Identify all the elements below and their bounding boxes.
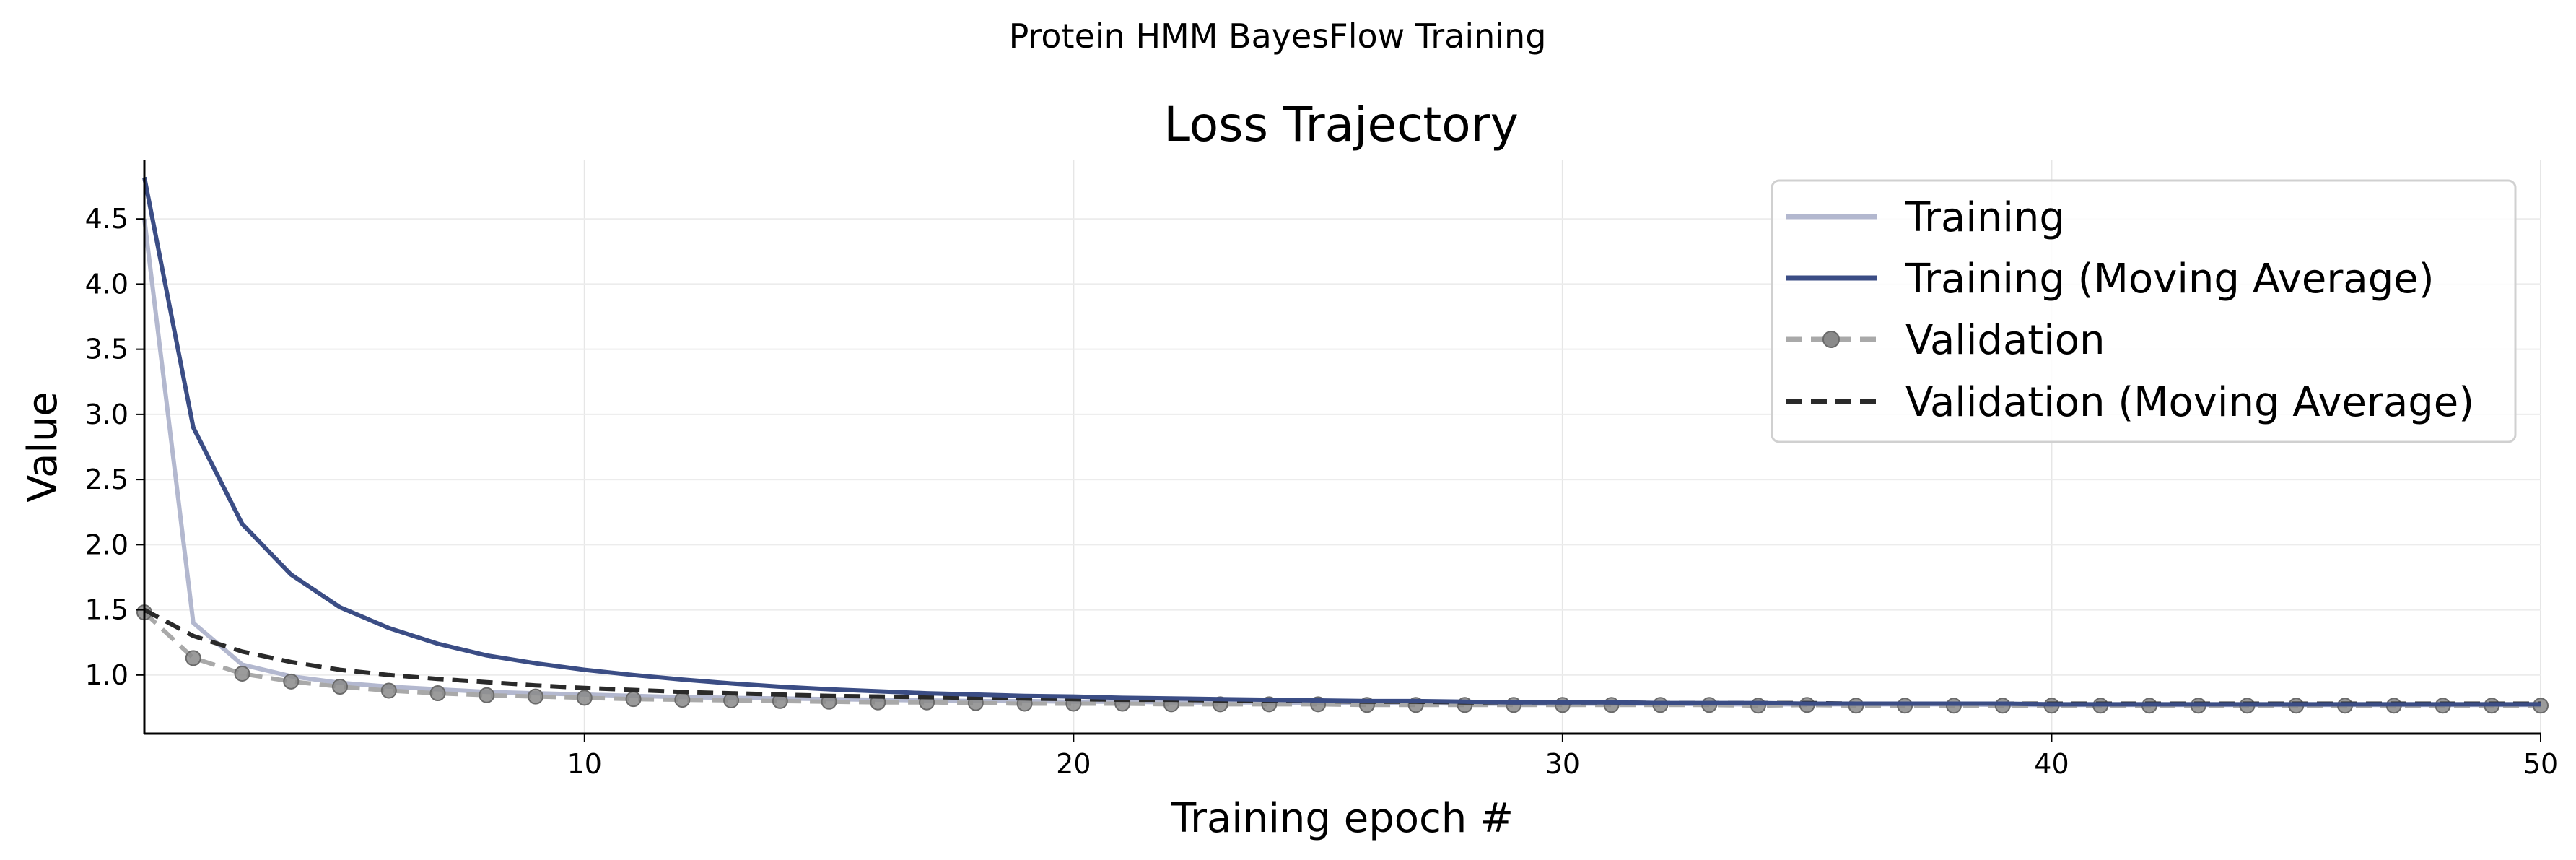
- y-tick-label-5: 3.5: [85, 334, 128, 365]
- x-tick-label-2: 30: [1545, 748, 1580, 780]
- legend-box: [1771, 179, 2517, 443]
- validation-point-10: [625, 691, 642, 708]
- validation-point-4: [332, 679, 349, 695]
- x-tick-label-0: 10: [567, 748, 602, 780]
- validation-point-5: [380, 682, 397, 699]
- y-tick-label-3: 2.5: [85, 464, 128, 495]
- figure-suptitle: Protein HMM BayesFlow Training: [1009, 17, 1547, 56]
- y-tick-label-7: 4.5: [85, 203, 128, 235]
- legend-label-0: Training: [1905, 194, 2065, 241]
- validation-point-33: [1750, 698, 1766, 714]
- legend-label-2: Validation: [1905, 317, 2105, 364]
- validation-point-9: [576, 690, 593, 706]
- legend-label-3: Validation (Moving Average): [1905, 379, 2474, 426]
- x-tick-label-3: 40: [2034, 748, 2069, 780]
- validation-point-2: [234, 665, 250, 682]
- validation-point-8: [528, 688, 544, 705]
- x-tick-label-1: 20: [1056, 748, 1091, 780]
- legend-label-1: Training (Moving Average): [1905, 256, 2435, 303]
- series-layer: [136, 176, 2549, 714]
- x-axis-label: Training epoch #: [1171, 795, 1514, 842]
- y-tick-label-2: 2.0: [85, 529, 128, 560]
- legend-marker-2: [1822, 331, 1840, 348]
- y-axis-label: Value: [19, 391, 66, 503]
- validation-point-29: [1554, 697, 1571, 713]
- y-tick-label-4: 3.0: [85, 399, 128, 430]
- validation-point-30: [1603, 697, 1620, 713]
- validation-point-6: [429, 685, 446, 702]
- x-ticks: 10 20 30 40 50: [567, 734, 2558, 780]
- y-ticks: 1.0 1.5 2.0 2.5 3.0 3.5 4.0 4.5: [85, 203, 144, 691]
- y-tick-label-6: 4.0: [85, 268, 128, 300]
- chart-title: Loss Trajectory: [1163, 97, 1519, 152]
- validation-point-3: [283, 673, 300, 690]
- validation-point-1: [185, 650, 201, 666]
- x-tick-label-4: 50: [2523, 748, 2558, 780]
- validation-point-11: [674, 692, 691, 708]
- validation-point-7: [479, 687, 495, 703]
- y-tick-label-1: 1.5: [85, 594, 128, 626]
- y-tick-label-0: 1.0: [85, 659, 128, 691]
- validation-point-28: [1506, 697, 1522, 713]
- series-line-1: [142, 176, 2541, 707]
- axes: [143, 160, 2541, 735]
- legend: Training Training (Moving Average) Validat…: [1771, 179, 2517, 443]
